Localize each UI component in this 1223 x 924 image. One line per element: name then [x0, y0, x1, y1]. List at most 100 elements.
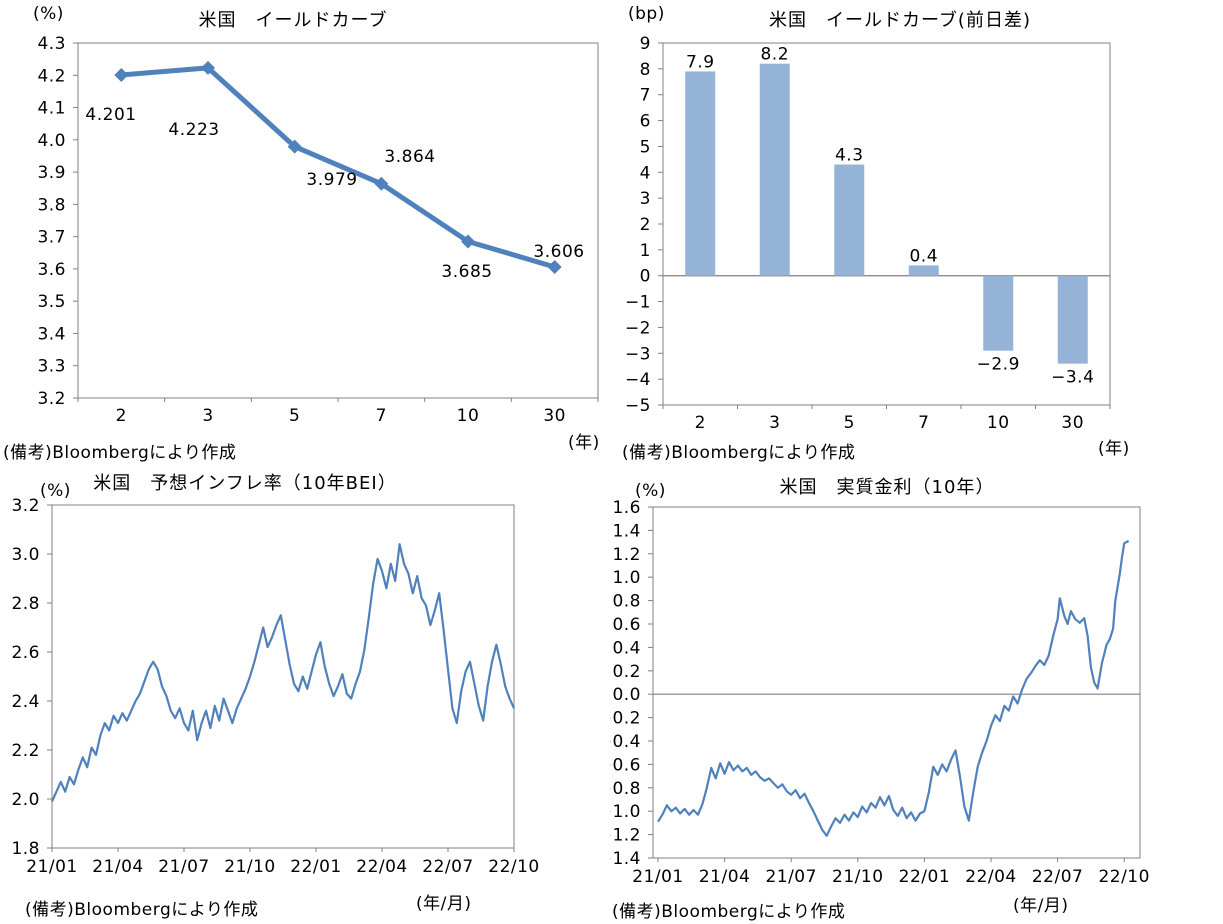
y-axis-ticks: 9 8 7 6 5 4 3 2 1 0 −1 −2 −3 −4 −5: [625, 34, 663, 416]
svg-text:3: 3: [202, 406, 213, 426]
bar-data-labels: 7.9 8.2 4.3 0.4 −2.9 −3.4: [686, 45, 1094, 388]
svg-text:3.864: 3.864: [384, 147, 435, 167]
bar-series: [685, 63, 1088, 364]
svg-text:0.4: 0.4: [612, 638, 641, 658]
svg-text:−1: −1: [625, 293, 651, 313]
svg-text:3.5: 3.5: [37, 292, 66, 312]
svg-text:9: 9: [640, 34, 651, 54]
svg-text:3.606: 3.606: [533, 242, 584, 262]
time-series-line: [657, 539, 1130, 837]
svg-text:22/04: 22/04: [965, 867, 1017, 887]
svg-text:−0.4: −0.4: [610, 732, 641, 752]
svg-text:2.8: 2.8: [11, 594, 40, 614]
chart-title: 米国 予想インフレ率（10年BEI）: [93, 473, 397, 494]
svg-text:3.685: 3.685: [441, 262, 492, 282]
svg-text:4.201: 4.201: [85, 105, 136, 125]
source-note: (備考)Bloombergにより作成: [612, 902, 846, 922]
panel-us-yield-curve: 4.3 4.2 4.1 4.0 3.9 3.8 3.7 3.6 3.5 3.4 3.3 3.2 2 3 5 7…: [0, 0, 620, 465]
svg-text:0: 0: [640, 267, 651, 287]
svg-text:30: 30: [543, 406, 566, 426]
svg-text:21/10: 21/10: [832, 867, 884, 887]
svg-text:3.7: 3.7: [37, 228, 66, 248]
svg-text:5: 5: [844, 413, 855, 433]
time-series-line: [50, 543, 516, 802]
svg-text:−2: −2: [625, 318, 651, 338]
svg-text:21/04: 21/04: [92, 857, 144, 877]
svg-text:22/07: 22/07: [1032, 867, 1084, 887]
svg-text:3.9: 3.9: [37, 163, 66, 183]
source-note: (備考)Bloombergにより作成: [3, 443, 237, 463]
svg-text:22/01: 22/01: [899, 867, 951, 887]
svg-text:3.2: 3.2: [37, 389, 66, 409]
svg-text:3.979: 3.979: [306, 170, 357, 190]
plot-us-yield-curve: 4.3 4.2 4.1 4.0 3.9 3.8 3.7 3.6 3.5 3.4 3.3 3.2 2 3 5 7…: [37, 34, 599, 426]
svg-text:−4: −4: [625, 370, 651, 390]
plot-us-real-rate: 1.6 1.4 1.2 1.0 0.8 0.6 0.4 0.2 0.0 −0.2 −0.4 −0.6 −…: [610, 498, 1150, 887]
svg-text:21/01: 21/01: [632, 867, 684, 887]
svg-text:22/01: 22/01: [290, 857, 342, 877]
y-axis-ticks: 1.6 1.4 1.2 1.0 0.8 0.6 0.4 0.2 0.0 −0.2 −0.4 −0.6 −…: [610, 498, 653, 869]
svg-text:4.223: 4.223: [168, 120, 219, 140]
svg-text:10: 10: [457, 406, 480, 426]
svg-text:−2.9: −2.9: [977, 355, 1020, 375]
axes: [77, 42, 599, 399]
svg-text:7: 7: [376, 406, 387, 426]
x-axis-unit-label: (年): [1098, 439, 1130, 459]
svg-text:−3.4: −3.4: [1051, 368, 1094, 388]
svg-text:3.4: 3.4: [37, 324, 66, 344]
y-axis-unit-label: (bp): [628, 4, 665, 24]
svg-text:−1.4: −1.4: [610, 849, 641, 869]
svg-text:2.6: 2.6: [11, 643, 40, 663]
source-note: (備考)Bloombergにより作成: [25, 900, 259, 920]
x-axis-ticks: 2 3 5 7 10 30: [77, 398, 599, 426]
svg-text:0.6: 0.6: [612, 615, 641, 635]
x-axis-ticks: 2 3 5 7 10 30: [662, 405, 1111, 433]
chart-title: 米国 実質金利（10年）: [779, 477, 995, 498]
svg-text:22/07: 22/07: [422, 857, 474, 877]
y-axis-ticks: 3.2 3.0 2.8 2.6 2.4 2.2 2.0 1.8: [11, 496, 52, 859]
svg-text:2: 2: [640, 215, 651, 235]
svg-text:0.8: 0.8: [612, 592, 641, 612]
svg-text:1.0: 1.0: [612, 568, 641, 588]
svg-text:22/10: 22/10: [1098, 867, 1150, 887]
data-labels: 4.201 4.223 3.979 3.864 3.685 3.606: [85, 105, 584, 282]
svg-text:5: 5: [640, 137, 651, 157]
svg-text:22/10: 22/10: [488, 857, 540, 877]
axes: [51, 504, 515, 849]
svg-text:0.0: 0.0: [612, 685, 641, 705]
source-note: (備考)Bloombergにより作成: [622, 443, 856, 463]
svg-text:−0.2: −0.2: [610, 709, 641, 729]
svg-text:5: 5: [289, 406, 300, 426]
svg-text:1.6: 1.6: [612, 498, 641, 518]
svg-text:3: 3: [640, 189, 651, 209]
svg-text:3.3: 3.3: [37, 357, 66, 377]
svg-text:4.3: 4.3: [37, 34, 66, 54]
svg-text:3.6: 3.6: [37, 260, 66, 280]
svg-text:3.2: 3.2: [11, 496, 40, 516]
svg-text:2: 2: [116, 406, 127, 426]
svg-text:4.1: 4.1: [37, 99, 66, 119]
x-axis-ticks: 21/01 21/04 21/07 21/10 22/01 22/04 22/07 22/10: [632, 858, 1150, 887]
svg-text:−0.8: −0.8: [610, 779, 641, 799]
svg-text:7: 7: [640, 86, 651, 106]
y-axis-unit-label: (%): [40, 481, 71, 501]
chart-title: 米国 イールドカーブ: [198, 10, 388, 31]
panel-us-real-rate: 1.6 1.4 1.2 1.0 0.8 0.6 0.4 0.2 0.0 −0.2 −0.4 −0.6 −…: [610, 465, 1223, 924]
svg-text:21/07: 21/07: [765, 867, 817, 887]
x-axis-unit-label: (年): [568, 433, 600, 453]
svg-text:1: 1: [640, 241, 651, 261]
x-axis-unit-label: (年/月): [416, 894, 472, 914]
chart-title: 米国 イールドカーブ(前日差): [769, 10, 1031, 31]
svg-text:10: 10: [987, 413, 1010, 433]
axes: [662, 42, 1111, 406]
svg-text:21/01: 21/01: [26, 857, 78, 877]
svg-text:−1.0: −1.0: [610, 802, 641, 822]
plot-us-bei: 3.23.02.82.62.42.22.01.821/01 21/04 21/07 2…: [11, 496, 540, 877]
svg-text:21/04: 21/04: [699, 867, 751, 887]
svg-text:4.2: 4.2: [37, 66, 66, 86]
svg-text:1.8: 1.8: [11, 839, 40, 859]
svg-text:3.8: 3.8: [37, 195, 66, 215]
y-axis-unit-label: (%): [33, 4, 64, 24]
svg-text:30: 30: [1061, 413, 1084, 433]
svg-text:2.4: 2.4: [11, 692, 40, 712]
